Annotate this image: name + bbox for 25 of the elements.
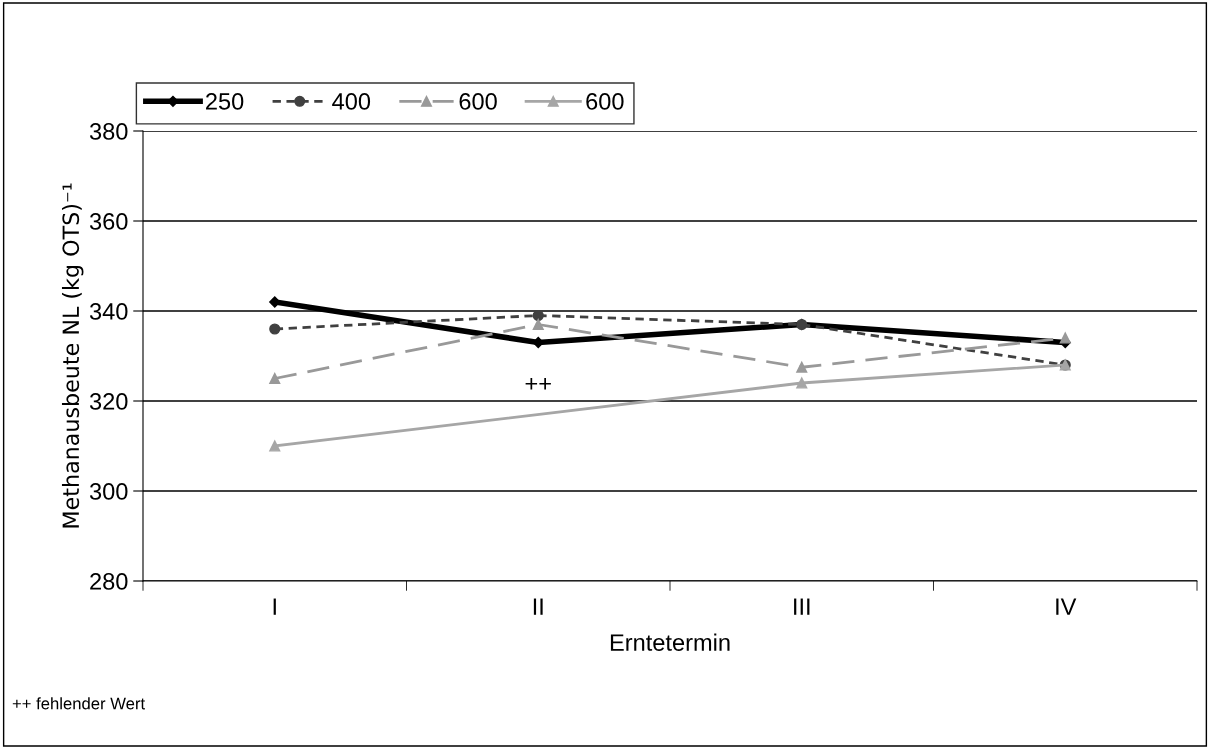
x-tick-label: II [533, 598, 543, 615]
y-tick-label: 380 [89, 123, 128, 140]
point [532, 318, 544, 331]
y-tick-label: 300 [89, 483, 128, 500]
x-tick-label: III [794, 598, 810, 615]
annotation: ++ [525, 377, 551, 390]
x-tick-label: IV [1056, 598, 1077, 615]
x-tick-label: I [273, 598, 276, 615]
legend-label: 400 [332, 93, 371, 110]
point [269, 440, 281, 452]
y-tick-label: 320 [89, 393, 128, 410]
y-axis-title: Methanausbeute NL (kg OTS)⁻¹ [61, 183, 84, 528]
point [269, 323, 281, 335]
point [796, 377, 808, 389]
legend-label: 600 [459, 93, 497, 110]
legend-label: 600 [586, 93, 624, 110]
x-axis-title: Erntetermin [610, 633, 730, 651]
legend-label: 250 [206, 93, 244, 110]
point [796, 361, 808, 373]
y-tick-label: 340 [89, 303, 128, 320]
y-tick-label: 280 [90, 573, 128, 590]
point [269, 372, 281, 385]
y-tick-label: 360 [89, 213, 128, 230]
point [1059, 332, 1071, 344]
text: ++ fehlender Wert [12, 697, 145, 710]
